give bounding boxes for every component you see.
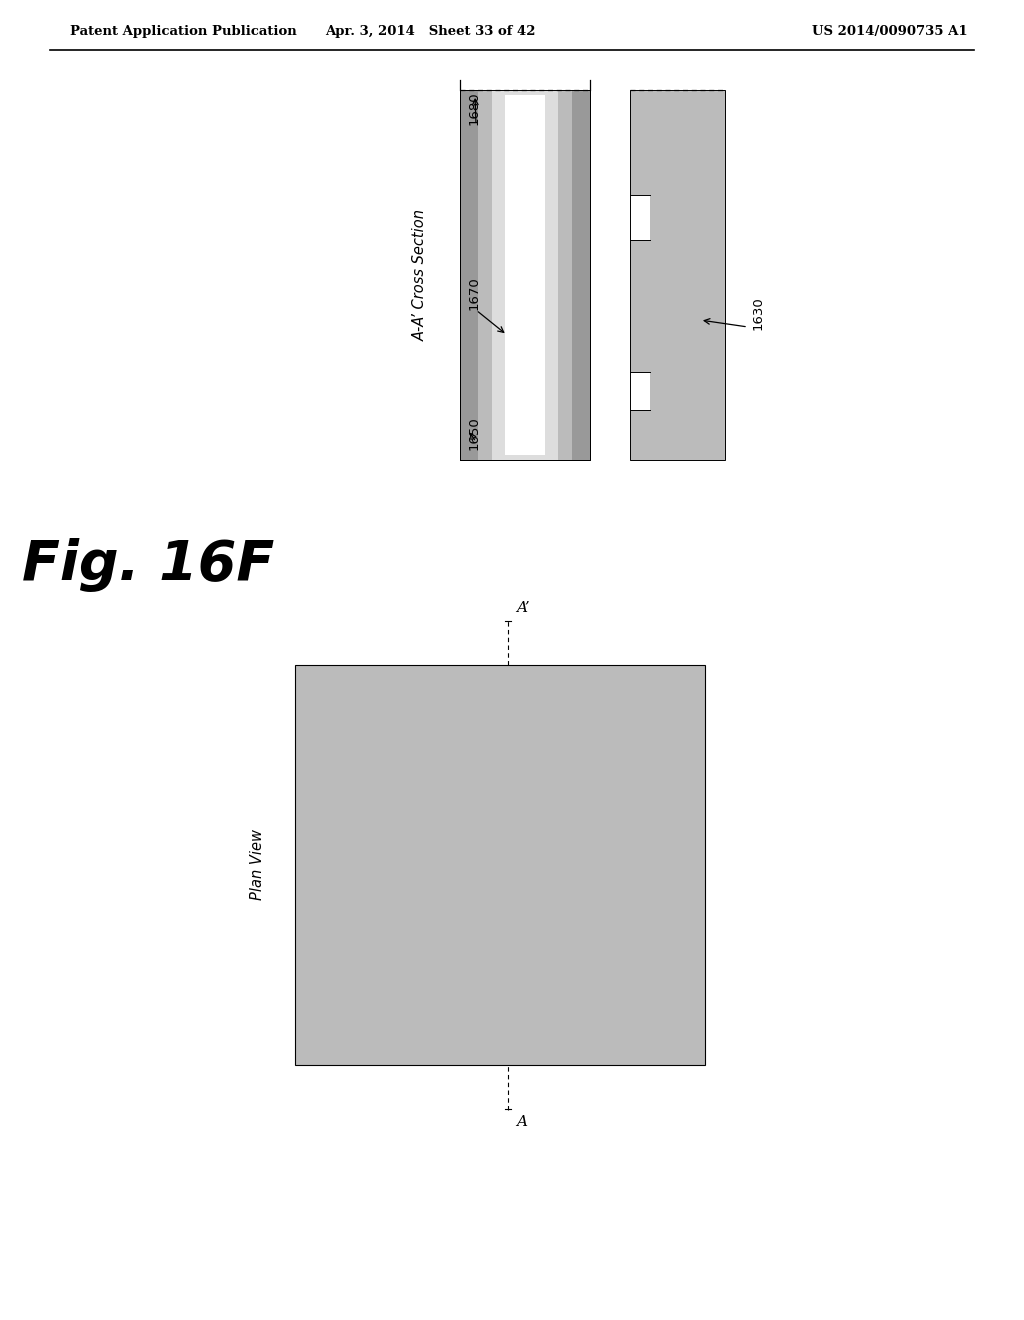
- Bar: [505, 95, 545, 455]
- Bar: [478, 90, 572, 459]
- Text: A-A’ Cross Section: A-A’ Cross Section: [413, 209, 427, 341]
- Text: Fig. 16F: Fig. 16F: [22, 539, 274, 591]
- Text: US 2014/0090735 A1: US 2014/0090735 A1: [812, 25, 968, 38]
- Text: A’: A’: [516, 601, 529, 615]
- Text: 1680: 1680: [468, 91, 481, 125]
- Bar: [460, 90, 590, 459]
- Text: 1650: 1650: [468, 416, 481, 450]
- Bar: [460, 90, 590, 459]
- Text: A: A: [516, 1115, 527, 1129]
- Text: Patent Application Publication: Patent Application Publication: [70, 25, 297, 38]
- Text: Apr. 3, 2014   Sheet 33 of 42: Apr. 3, 2014 Sheet 33 of 42: [325, 25, 536, 38]
- Bar: [629, 372, 650, 411]
- Bar: [629, 195, 650, 240]
- Bar: [492, 90, 558, 459]
- Text: Plan View: Plan View: [251, 829, 265, 900]
- Bar: [630, 90, 725, 459]
- Bar: [295, 665, 705, 1065]
- Text: 1630: 1630: [752, 296, 765, 330]
- Text: 1670: 1670: [468, 276, 481, 310]
